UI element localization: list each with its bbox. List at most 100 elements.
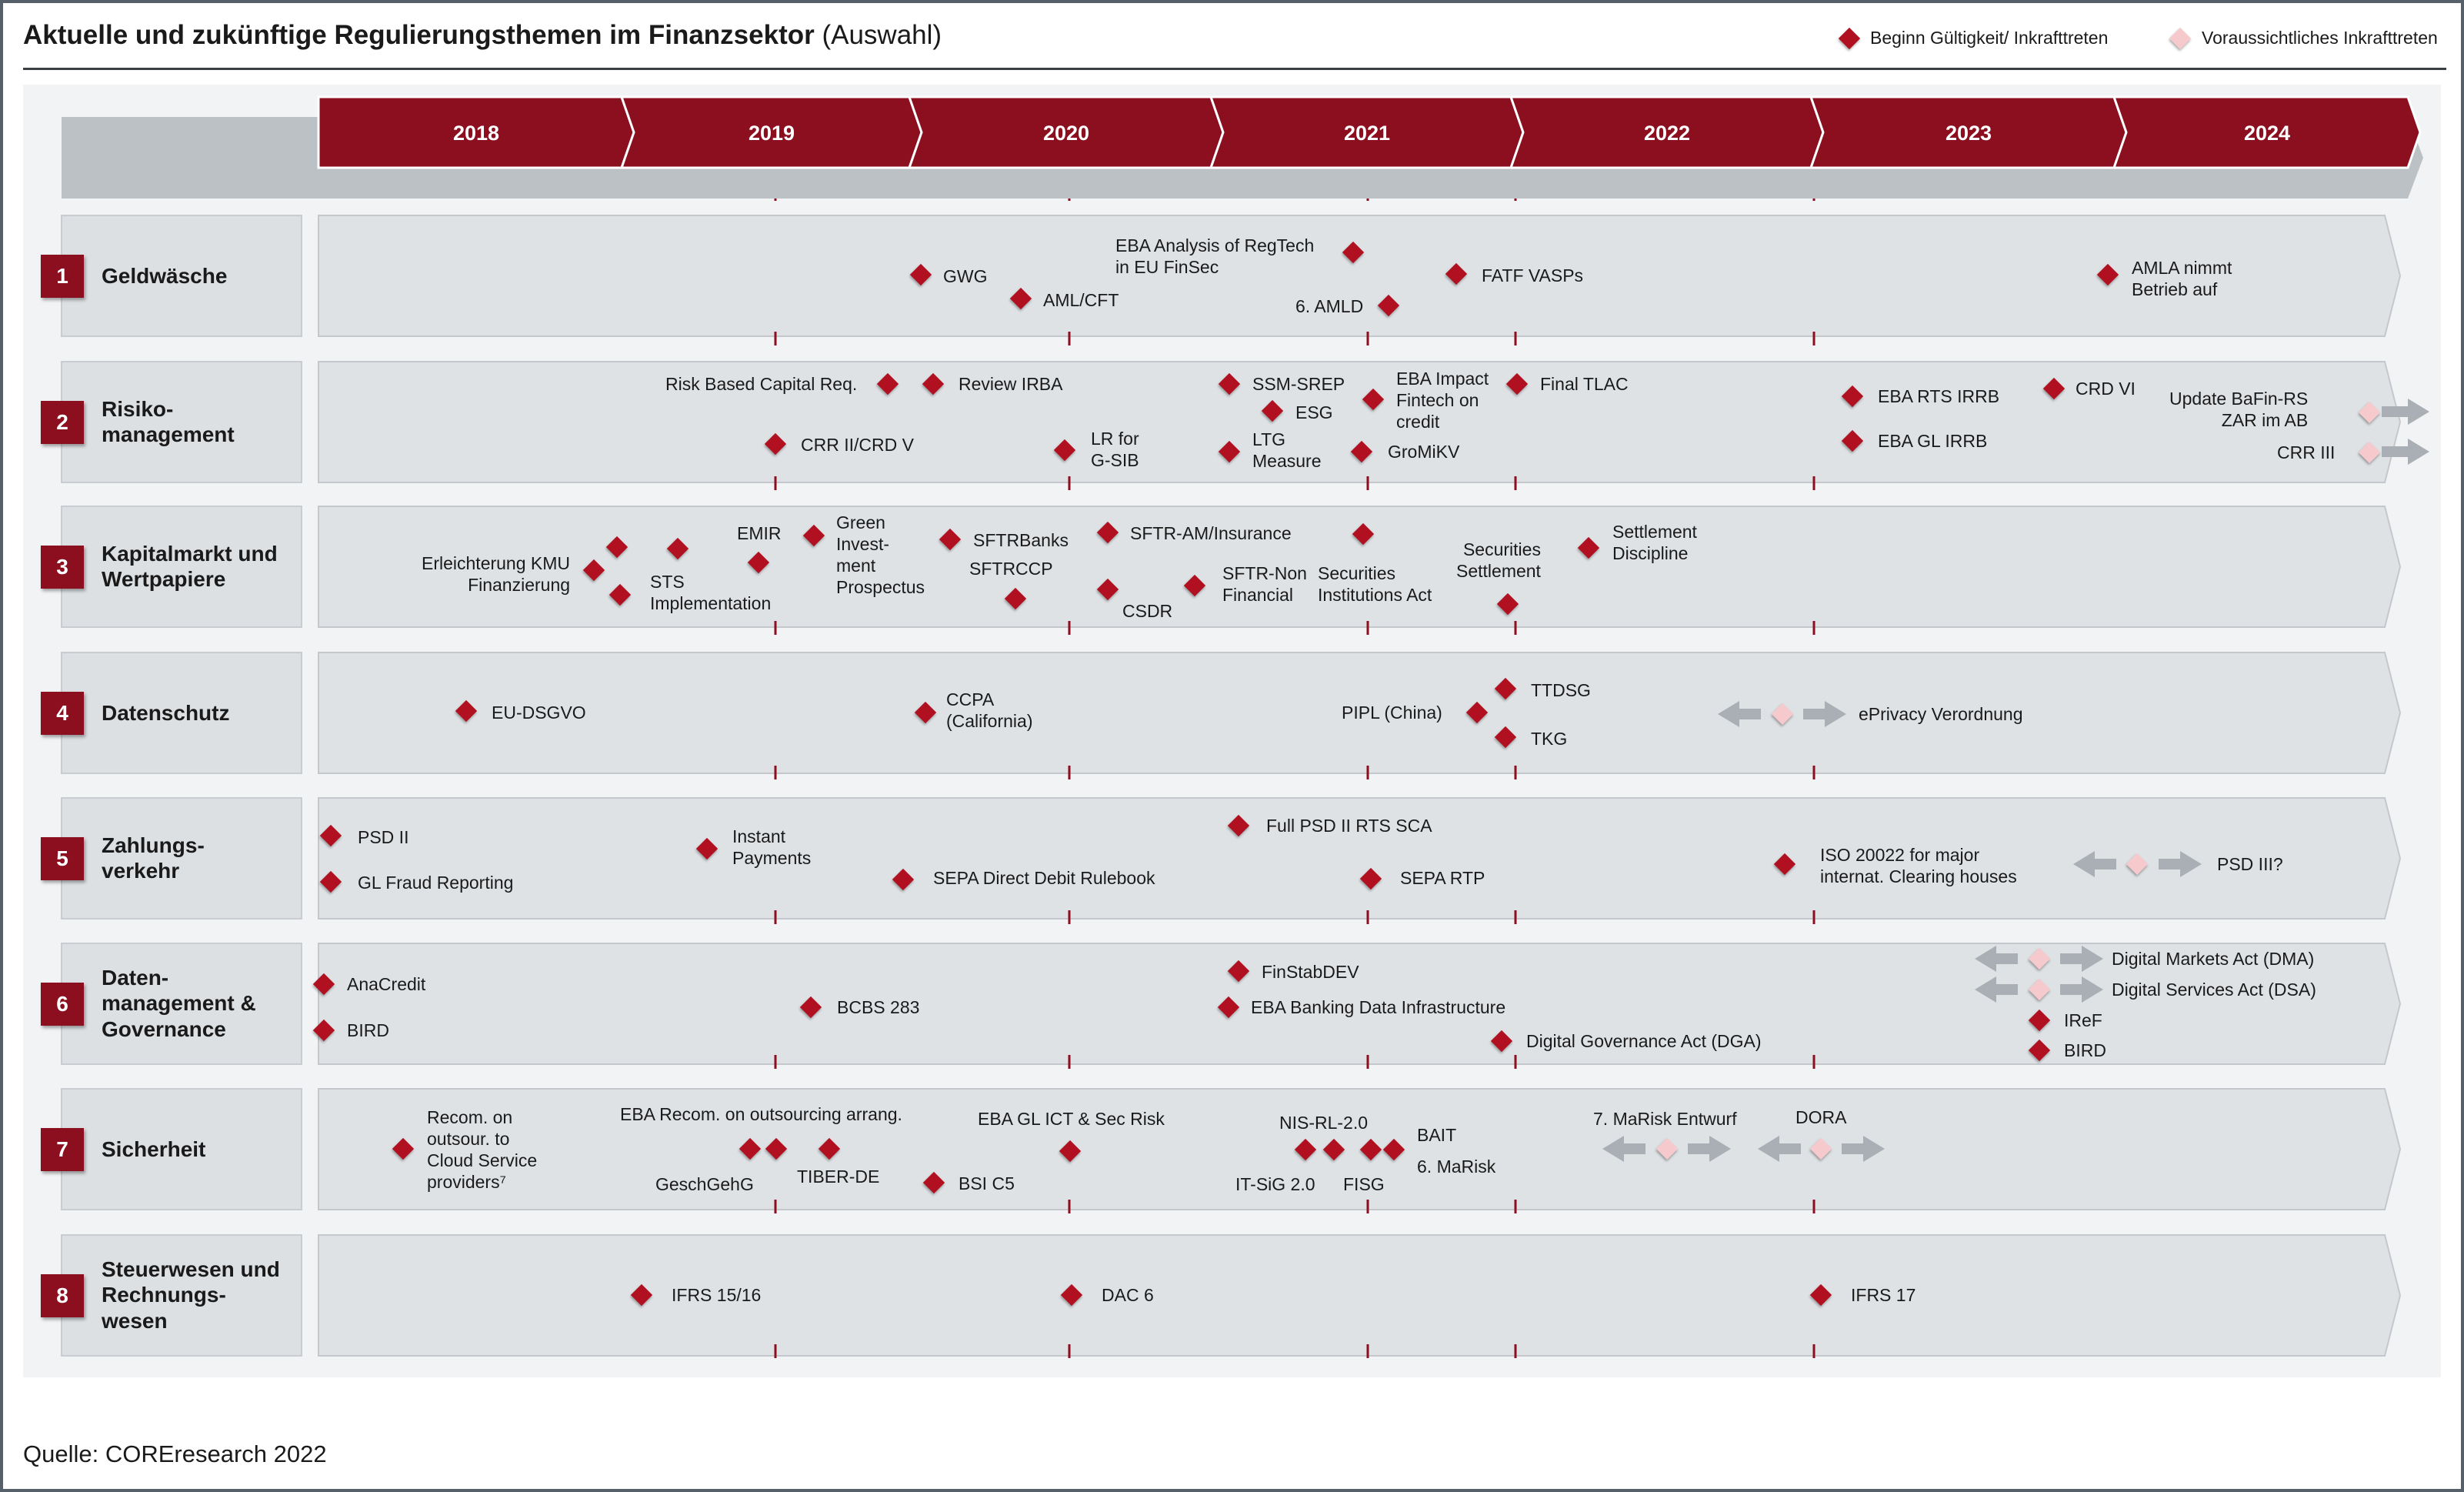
event-amla: AMLA nimmt Betrieb auf xyxy=(2132,258,2232,299)
year-label: 2018 xyxy=(453,122,499,145)
lane-arrow xyxy=(318,797,2402,920)
lane-arrow xyxy=(318,943,2402,1065)
event-securities-institutions: Securities Institutions Act xyxy=(1318,563,1432,605)
category-box xyxy=(61,797,302,920)
category-box xyxy=(61,215,302,337)
event-fisg: FISG xyxy=(1343,1174,1385,1194)
year-label: 2019 xyxy=(749,122,795,145)
event-update-bafin: Update BaFin-RS ZAR im AB xyxy=(2169,389,2309,430)
event-sts: STS Implementation xyxy=(650,572,772,613)
event-dma: Digital Markets Act (DMA) xyxy=(2112,949,2315,969)
event-csdr: CSDR xyxy=(1122,601,1173,621)
legend-start-label: Beginn Gültigkeit/ Inkrafttreten xyxy=(1870,28,2109,48)
event-dac6: DAC 6 xyxy=(1102,1285,1154,1305)
arrow-right-icon xyxy=(1803,701,1846,727)
category-label: Geldwäsche xyxy=(102,263,228,288)
event-gromikv: GroMiKV xyxy=(1388,442,1460,462)
event-ifrs-15-16: IFRS 15/16 xyxy=(672,1285,762,1305)
category-box xyxy=(61,943,302,1065)
year-label: 2020 xyxy=(1043,122,1089,145)
event-ifrs-17: IFRS 17 xyxy=(1851,1285,1916,1305)
category-number: 7 xyxy=(41,1127,84,1171)
event-review-irba: Review IRBA xyxy=(959,374,1063,394)
event-dora: DORA xyxy=(1795,1107,1847,1127)
event-sftr-banks: SFTRBanks xyxy=(973,530,1069,550)
lane-arrow xyxy=(318,1088,2402,1210)
event-bsi-c5: BSI C5 xyxy=(959,1173,1015,1193)
event-bird: BIRD xyxy=(347,1020,389,1040)
arrow-right-icon xyxy=(2060,946,2103,972)
event-ltg-measure: LTG Measure xyxy=(1252,429,1322,471)
arrow-right-icon xyxy=(2382,399,2429,425)
event-securities-settlement: Securities Settlement xyxy=(1456,539,1541,581)
year-label: 2022 xyxy=(1644,122,1690,145)
event-eba-impact-fintech: EBA Impact Fintech on credit xyxy=(1396,369,1489,432)
category-number: 3 xyxy=(41,545,84,589)
event-cloud-outsourcing: Recom. on outsour. to Cloud Service prov… xyxy=(427,1107,538,1192)
event-dga: Digital Governance Act (DGA) xyxy=(1526,1031,1762,1051)
title-rule xyxy=(23,68,2446,70)
lane-arrow xyxy=(318,506,2402,628)
event-emir: EMIR xyxy=(737,523,782,543)
event-psd2: PSD II xyxy=(358,827,409,847)
category-label: Kapitalmarkt und Wertpapiere xyxy=(102,541,278,592)
category-number: 5 xyxy=(41,836,84,880)
lane-arrow xyxy=(318,1234,2402,1357)
event-ccpa: CCPA (California) xyxy=(946,689,1033,731)
event-sepa-rtp: SEPA RTP xyxy=(1400,868,1485,888)
event-eba-regtech: EBA Analysis of RegTech in EU FinSec xyxy=(1115,235,1315,277)
category-box xyxy=(61,506,302,628)
arrow-right-icon xyxy=(2060,976,2103,1003)
event-6-amld: 6. AMLD xyxy=(1295,296,1364,316)
event-crd-vi: CRD VI xyxy=(2076,379,2136,399)
event-nis: NIS-RL-2.0 xyxy=(1279,1113,1369,1133)
lane-arrow xyxy=(318,215,2402,337)
event-iso20022: ISO 20022 for major internat. Clearing h… xyxy=(1820,845,2017,886)
category-label: Steuerwesen und Rechnungs- wesen xyxy=(102,1257,280,1333)
event-eu-dsgvo: EU-DSGVO xyxy=(492,703,586,723)
event-crr2: CRR II/CRD V xyxy=(801,435,914,455)
event-eba-outsourcing: EBA Recom. on outsourcing arrang. xyxy=(620,1104,902,1124)
arrow-left-icon xyxy=(1718,701,1761,727)
event-psd3: PSD III? xyxy=(2217,854,2283,874)
category-label: Zahlungs- verkehr xyxy=(102,833,205,883)
event-tiber-de: TIBER-DE xyxy=(797,1167,880,1187)
event-lr-gsib: LR for G-SIB xyxy=(1091,429,1139,470)
event-7-marisk: 7. MaRisk Entwurf xyxy=(1593,1109,1737,1129)
event-6-marisk: 6. MaRisk xyxy=(1417,1157,1496,1177)
year-dividers xyxy=(774,173,1815,1377)
arrow-left-icon xyxy=(1602,1136,1645,1162)
category-box xyxy=(61,361,302,483)
event-sepa-dd: SEPA Direct Debit Rulebook xyxy=(933,868,1155,888)
year-label: 2021 xyxy=(1344,122,1390,145)
event-eba-banking-data: EBA Banking Data Infrastructure xyxy=(1251,997,1506,1017)
event-sftr-ccp: SFTRCCP xyxy=(969,559,1053,579)
arrow-right-icon xyxy=(1688,1136,1731,1162)
source-note: Quelle: COREresearch 2022 xyxy=(23,1440,327,1467)
event-ssm-srep: SSM-SREP xyxy=(1252,374,1345,394)
year-label: 2023 xyxy=(1946,122,1992,145)
event-fatf-vasps: FATF VASPs xyxy=(1482,265,1584,285)
title-bold: Aktuelle und zukünftige Regulierungsthem… xyxy=(23,20,815,50)
arrow-left-icon xyxy=(2073,851,2116,877)
arrow-right-icon xyxy=(1842,1136,1885,1162)
event-bcbs283: BCBS 283 xyxy=(837,997,920,1017)
year-label: 2024 xyxy=(2244,122,2290,145)
category-label: Daten- management & Governance xyxy=(102,965,256,1041)
event-bird-2: BIRD xyxy=(2064,1040,2106,1060)
category-number: 6 xyxy=(41,982,84,1026)
arrow-right-icon xyxy=(2159,851,2202,877)
event-eba-gl-irrb: EBA GL IRRB xyxy=(1878,431,1988,451)
event-gl-fraud: GL Fraud Reporting xyxy=(358,873,514,893)
event-eprivacy: ePrivacy Verordnung xyxy=(1859,704,2023,724)
year-chevron xyxy=(2112,95,2422,169)
event-eba-gl-ict: EBA GL ICT & Sec Risk xyxy=(978,1109,1165,1129)
event-kmu: Erleichterung KMU Finanzierung xyxy=(422,553,571,595)
category-label: Datenschutz xyxy=(102,700,230,725)
arrow-left-icon xyxy=(1975,976,2018,1003)
title-normal: (Auswahl) xyxy=(822,20,942,50)
arrow-left-icon xyxy=(1758,1136,1801,1162)
